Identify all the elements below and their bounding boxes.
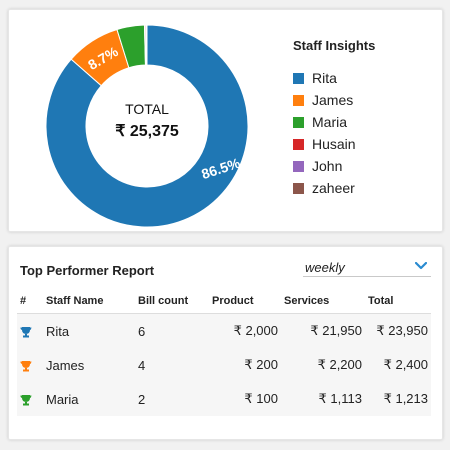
legend-label: James (312, 92, 354, 108)
legend-label: Husain (312, 136, 356, 152)
col-product: Product (209, 289, 281, 314)
bill-count-cell: 4 (138, 357, 146, 373)
legend-swatch (293, 94, 304, 106)
donut-slice-zaheer[interactable] (145, 24, 148, 66)
top-performer-card: Top Performer Report weekly # Staff Name… (8, 246, 443, 440)
donut-total-value: ₹ 25,375 (115, 123, 179, 140)
table-row[interactable]: James 4 ₹ 200 ₹ 2,200 ₹ 2,400 (17, 348, 431, 382)
legend-swatch (293, 160, 304, 172)
trophy-icon (20, 395, 32, 406)
donut-slice-rita[interactable] (45, 24, 249, 228)
legend-item-james[interactable]: James (293, 89, 375, 111)
legend-swatch (293, 72, 304, 84)
performer-table: # Staff Name Bill count Product Services… (17, 289, 431, 416)
total-cell: ₹ 2,400 (383, 357, 428, 372)
legend-item-husain[interactable]: Husain (293, 133, 375, 155)
col-rank: # (17, 289, 43, 314)
legend-title: Staff Insights (293, 38, 376, 53)
donut-total-label: TOTAL (125, 101, 169, 117)
legend-label: Maria (312, 114, 348, 130)
staff-name-cell: Maria (46, 391, 79, 407)
legend-item-john[interactable]: John (293, 155, 375, 177)
trophy-icon (20, 327, 32, 338)
legend-swatch (293, 182, 304, 194)
chevron-down-icon (415, 262, 427, 270)
bill-count-cell: 6 (138, 323, 146, 339)
product-cell: ₹ 200 (244, 357, 278, 372)
chart-legend: Staff Insights Rita James Maria Husain J… (293, 38, 375, 199)
legend-item-rita[interactable]: Rita (293, 67, 375, 89)
total-cell: ₹ 1,213 (383, 391, 428, 406)
col-services: Services (281, 289, 365, 314)
table-row[interactable]: Rita 6 ₹ 2,000 ₹ 21,950 ₹ 23,950 (17, 313, 431, 349)
rank-cell (17, 348, 43, 382)
legend-label: John (312, 158, 343, 174)
staff-insights-card: TOTAL ₹ 25,375 86.5% 8.7% Staff Insights … (8, 9, 443, 232)
legend-swatch (293, 116, 304, 128)
legend-label: zaheer (312, 180, 355, 196)
staff-name-cell: James (46, 357, 85, 373)
services-cell: ₹ 21,950 (310, 323, 362, 338)
total-cell: ₹ 23,950 (376, 323, 428, 338)
bill-count-cell: 2 (138, 391, 146, 407)
trophy-icon (20, 361, 32, 372)
period-select[interactable]: weekly (303, 258, 431, 277)
legend-swatch (293, 138, 304, 150)
donut-chart: TOTAL ₹ 25,375 86.5%8.7% (45, 24, 249, 228)
col-total: Total (365, 289, 431, 314)
staff-name-cell: Rita (46, 323, 70, 339)
legend-item-maria[interactable]: Maria (293, 111, 375, 133)
col-bill-count: Bill count (135, 289, 209, 314)
rank-cell (17, 314, 43, 349)
legend-item-zaheer[interactable]: zaheer (293, 177, 375, 199)
period-value: weekly (305, 260, 345, 275)
table-row[interactable]: Maria 2 ₹ 100 ₹ 1,113 ₹ 1,213 (17, 382, 431, 416)
services-cell: ₹ 2,200 (317, 357, 362, 372)
services-cell: ₹ 1,113 (318, 391, 362, 406)
legend-label: Rita (312, 70, 337, 86)
col-staff-name: Staff Name (43, 289, 135, 314)
rank-cell (17, 382, 43, 416)
table-header-row: # Staff Name Bill count Product Services… (17, 289, 431, 314)
product-cell: ₹ 100 (244, 391, 278, 406)
product-cell: ₹ 2,000 (233, 323, 278, 338)
report-title: Top Performer Report (20, 263, 155, 278)
